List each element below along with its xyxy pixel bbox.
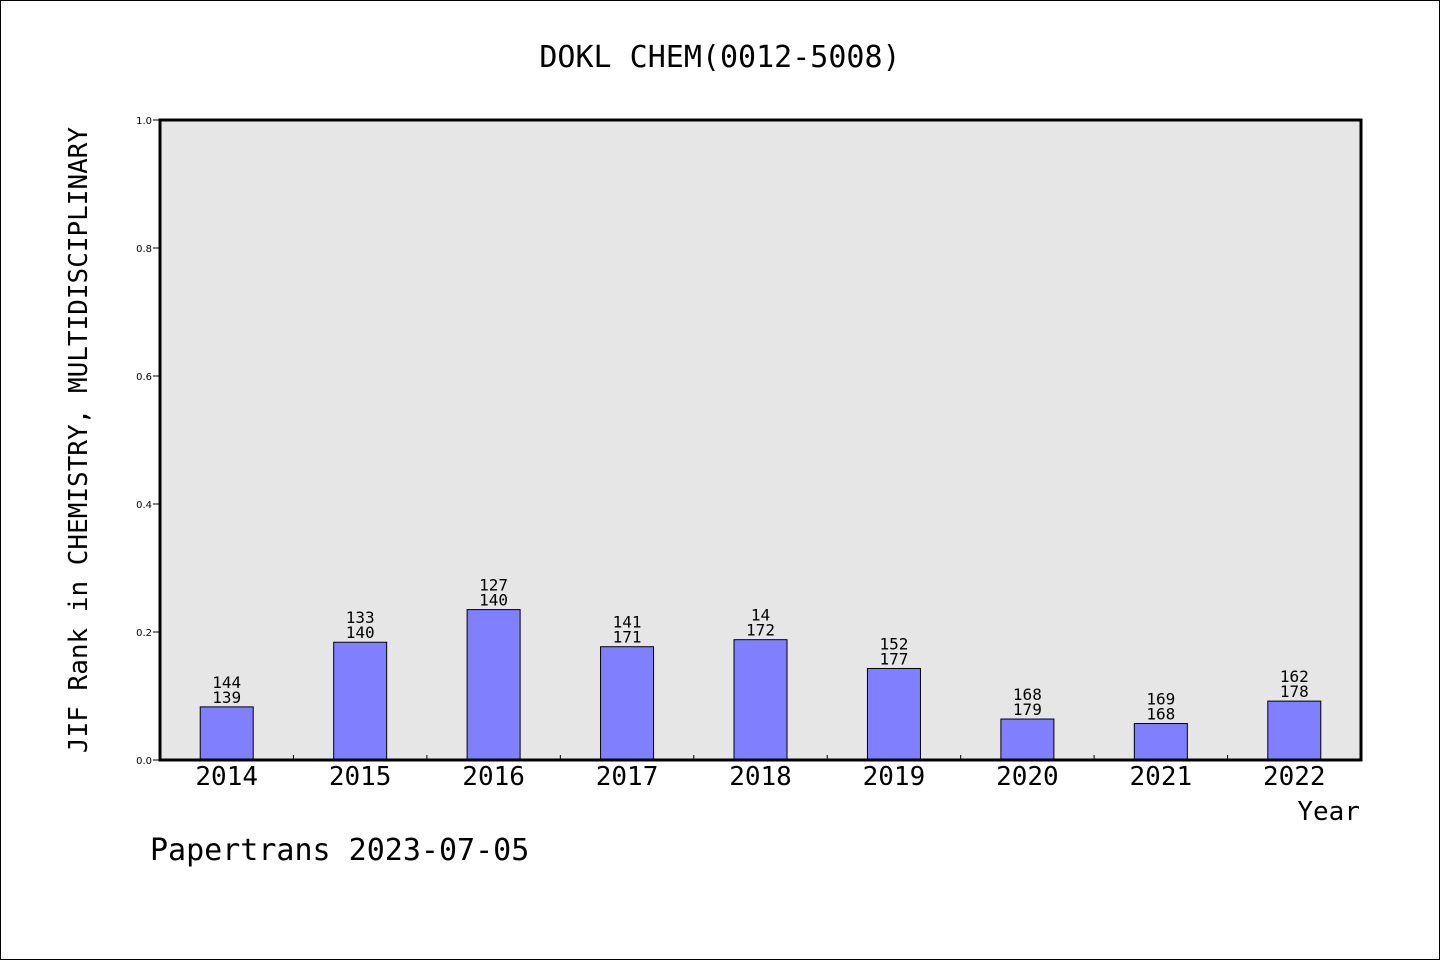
bar-2021: [1133, 723, 1188, 761]
data-label-top: 141: [613, 613, 642, 632]
y-tick-label: 0.4: [136, 500, 152, 511]
x-axis-label: Year: [1297, 797, 1360, 827]
chart-title: DOKL CHEM(0012-5008): [539, 40, 900, 75]
data-label-bottom: 178: [1280, 682, 1309, 701]
data-label-bottom: 172: [746, 621, 775, 640]
data-label-top: 127: [479, 576, 508, 595]
footer-credit: Papertrans 2023-07-05: [150, 833, 530, 868]
bar-2018: [733, 639, 788, 761]
data-label-top: 168: [1013, 685, 1042, 704]
y-tick-label: 0.8: [136, 244, 152, 255]
data-label-top: 144: [212, 673, 241, 692]
data-label-bottom: 140: [346, 623, 375, 642]
x-tick-label: 2019: [863, 762, 926, 792]
data-label-bottom: 179: [1013, 700, 1042, 719]
x-tick-label: 2021: [1130, 762, 1193, 792]
bar-2020: [1000, 718, 1055, 761]
x-tick-label: 2016: [462, 762, 525, 792]
bar-2016: [466, 609, 521, 761]
data-label-top: 169: [1146, 690, 1175, 709]
data-label-bottom: 177: [879, 649, 908, 668]
data-label-top: 162: [1280, 667, 1309, 686]
bar-2017: [600, 646, 655, 761]
y-axis-label: JIF Rank in CHEMISTRY, MULTIDISCIPLINARY: [64, 127, 94, 753]
bar-2022: [1267, 700, 1322, 761]
bar-2014: [199, 706, 254, 761]
y-tick-label: 0.2: [136, 628, 152, 639]
data-label-bottom: 171: [613, 628, 642, 647]
data-label-bottom: 139: [212, 688, 241, 707]
bar-2019: [866, 667, 921, 761]
data-label-bottom: 168: [1146, 705, 1175, 724]
y-tick-label: 0.0: [136, 756, 152, 767]
y-tick-label: 1.0: [136, 116, 152, 127]
data-label-top: 152: [879, 634, 908, 653]
x-tick-label: 2015: [329, 762, 392, 792]
bar-2015: [333, 641, 388, 761]
y-tick-label: 0.6: [136, 372, 152, 383]
x-tick-label: 2020: [996, 762, 1059, 792]
x-tick-label: 2014: [195, 762, 258, 792]
x-tick-label: 2017: [596, 762, 659, 792]
x-tick-label: 2018: [729, 762, 792, 792]
x-tick-label: 2022: [1263, 762, 1326, 792]
data-label-bottom: 140: [479, 591, 508, 610]
plot-border: [158, 118, 1363, 762]
data-label-top: 133: [346, 608, 375, 627]
data-label-top: 14: [751, 606, 770, 625]
